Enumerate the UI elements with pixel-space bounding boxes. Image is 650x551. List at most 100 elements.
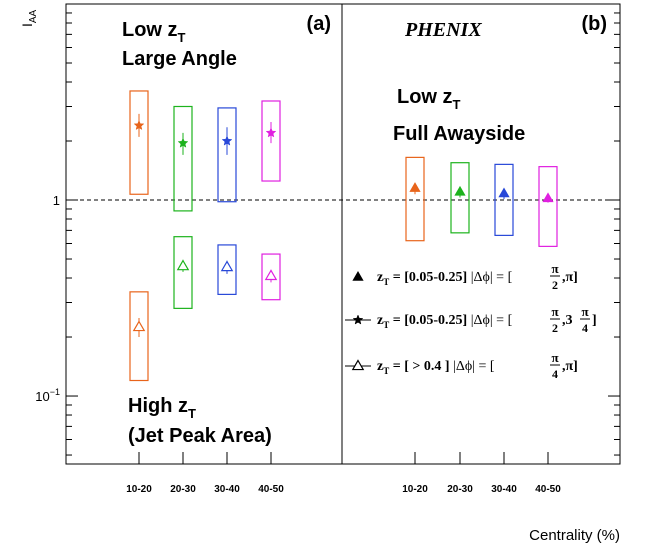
point-a-s0-20-30: [173, 105, 193, 212]
panel-b-full-awayside-label: Full Awayside: [393, 123, 525, 145]
legend-phi-prefix: |Δϕ| = [: [471, 313, 513, 328]
data-marker: [542, 192, 554, 203]
panel-b-low-zt-text: Low z: [397, 86, 453, 108]
legend-frac1-den: 2: [552, 321, 558, 335]
legend-phi-tail: ,π]: [562, 270, 578, 285]
panel-a-high-zt-sub: T: [188, 406, 196, 421]
x-tick-label: 10-20: [126, 484, 152, 495]
systematic-box: [494, 163, 514, 236]
data-marker: [177, 137, 189, 148]
systematic-box: [217, 107, 237, 203]
legend-phi-tail: ]: [592, 313, 597, 328]
data-marker: [409, 182, 421, 192]
legend-phi-prefix: |Δϕ| = [: [453, 359, 495, 374]
systematic-box: [261, 253, 281, 301]
systematic-box: [450, 162, 470, 234]
legend-frac1-num: π: [551, 350, 558, 365]
panel-a-high-zt-text: High z: [128, 395, 188, 417]
systematic-box: [261, 100, 281, 182]
panel-a-large-angle-label: Large Angle: [122, 48, 237, 70]
panel-a-jet-peak-label: (Jet Peak Area): [128, 425, 272, 447]
legend-frac2-den: 4: [582, 321, 588, 335]
x-tick-label: 40-50: [535, 484, 561, 495]
panel-a-low-zt-text: Low z: [122, 19, 178, 41]
point-a-s0-10-20: [129, 90, 149, 195]
x-tick-label: 10-20: [402, 484, 428, 495]
data-marker: [133, 119, 145, 131]
legend-frac1-den: 4: [552, 367, 558, 381]
legend-marker: [352, 270, 364, 281]
legend-label: zT = [0.05-0.25] |Δϕ| = [: [377, 270, 513, 287]
legend-frac2-num: π: [581, 304, 588, 319]
plot-frame: [65, 3, 621, 465]
legend-marker: [352, 314, 364, 325]
legend-entry-2: zT = [0.05-0.25] |Δϕ| = [ π 2 ,3 π 4]: [345, 304, 597, 335]
y-axis-title-main: I: [19, 23, 35, 27]
legend-frac1-num: π: [551, 261, 558, 276]
systematic-box: [173, 105, 193, 212]
legend-entry-3: zT = [ > 0.4 ] |Δϕ| = [ π 4 ,π]: [345, 350, 578, 381]
panel-b-tag: (b): [581, 13, 607, 35]
data-marker: [498, 187, 510, 198]
point-a-s0-40-50: [261, 100, 281, 182]
panel-a-high-zt-label: High zT: [128, 395, 196, 421]
legend-entry-1: zT = [0.05-0.25] |Δϕ| = [ π 2 ,π]: [352, 261, 578, 292]
legend-zt-prefix: z: [377, 313, 383, 328]
legend-frac1-den: 2: [552, 278, 558, 292]
x-tick-label: 20-30: [170, 484, 196, 495]
panel-a-low-zt-label: Low zT: [122, 19, 186, 45]
systematic-box: [173, 236, 193, 309]
legend-frac1-num: π: [551, 304, 558, 319]
data-marker: [265, 127, 277, 138]
y-axis-title-sub: AA: [28, 9, 39, 23]
legend-zt-range: = [ > 0.4 ]: [389, 359, 449, 374]
data-marker: [220, 260, 234, 272]
systematic-box: [538, 166, 558, 247]
data-marker: [454, 185, 466, 196]
legend-phi-prefix: |Δϕ| = [: [471, 270, 513, 285]
y-tick-label-exponent: −1: [50, 387, 60, 397]
legend-marker: [351, 359, 365, 371]
point-b-s0-30-40: [494, 163, 514, 236]
y-tick-label-base: 1: [53, 193, 60, 208]
point-a-s0-30-40: [217, 107, 237, 203]
point-a-s1-40-50: [261, 253, 281, 301]
data-marker: [264, 269, 278, 281]
legend-phi-tail: ,π]: [562, 359, 578, 374]
point-a-s1-30-40: [217, 244, 237, 295]
panel-a-low-zt-sub: T: [178, 30, 186, 45]
y-tick-label-base: 10: [35, 389, 49, 404]
data-marker: [221, 135, 233, 146]
y-tick-label: 10−1: [35, 387, 60, 404]
panel-a-tag: (a): [307, 13, 331, 35]
panel-b-low-zt-label: Low zT: [397, 86, 461, 112]
point-a-s1-20-30: [173, 236, 193, 309]
legend-zt-range: = [0.05-0.25]: [389, 270, 467, 285]
legend-zt-range: = [0.05-0.25]: [389, 313, 467, 328]
legend-zt-sub: T: [383, 277, 389, 287]
systematic-box: [129, 90, 149, 195]
data-marker: [176, 259, 190, 271]
panel-b-low-zt-sub: T: [453, 97, 461, 112]
legend-label: zT = [0.05-0.25] |Δϕ| = [: [377, 313, 513, 330]
legend-phi-mid: ,3: [562, 313, 573, 328]
legend-zt-prefix: z: [377, 359, 383, 374]
systematic-box: [405, 156, 425, 242]
systematic-box: [217, 244, 237, 295]
legend-label: zT = [ > 0.4 ] |Δϕ| = [: [377, 359, 495, 376]
point-b-s0-40-50: [538, 166, 558, 247]
x-axis-title: Centrality (%): [529, 527, 620, 544]
x-tick-label: 30-40: [491, 484, 517, 495]
systematic-box: [129, 291, 149, 382]
legend-zt-sub: T: [383, 366, 389, 376]
x-tick-label: 40-50: [258, 484, 284, 495]
y-tick-label: 1: [53, 193, 60, 208]
legend-zt-prefix: z: [377, 270, 383, 285]
legend-zt-sub: T: [383, 320, 389, 330]
point-a-s1-10-20: [129, 291, 149, 382]
x-tick-label: 20-30: [447, 484, 473, 495]
point-b-s0-20-30: [450, 162, 470, 234]
data-marker: [132, 320, 146, 332]
x-tick-label: 30-40: [214, 484, 240, 495]
